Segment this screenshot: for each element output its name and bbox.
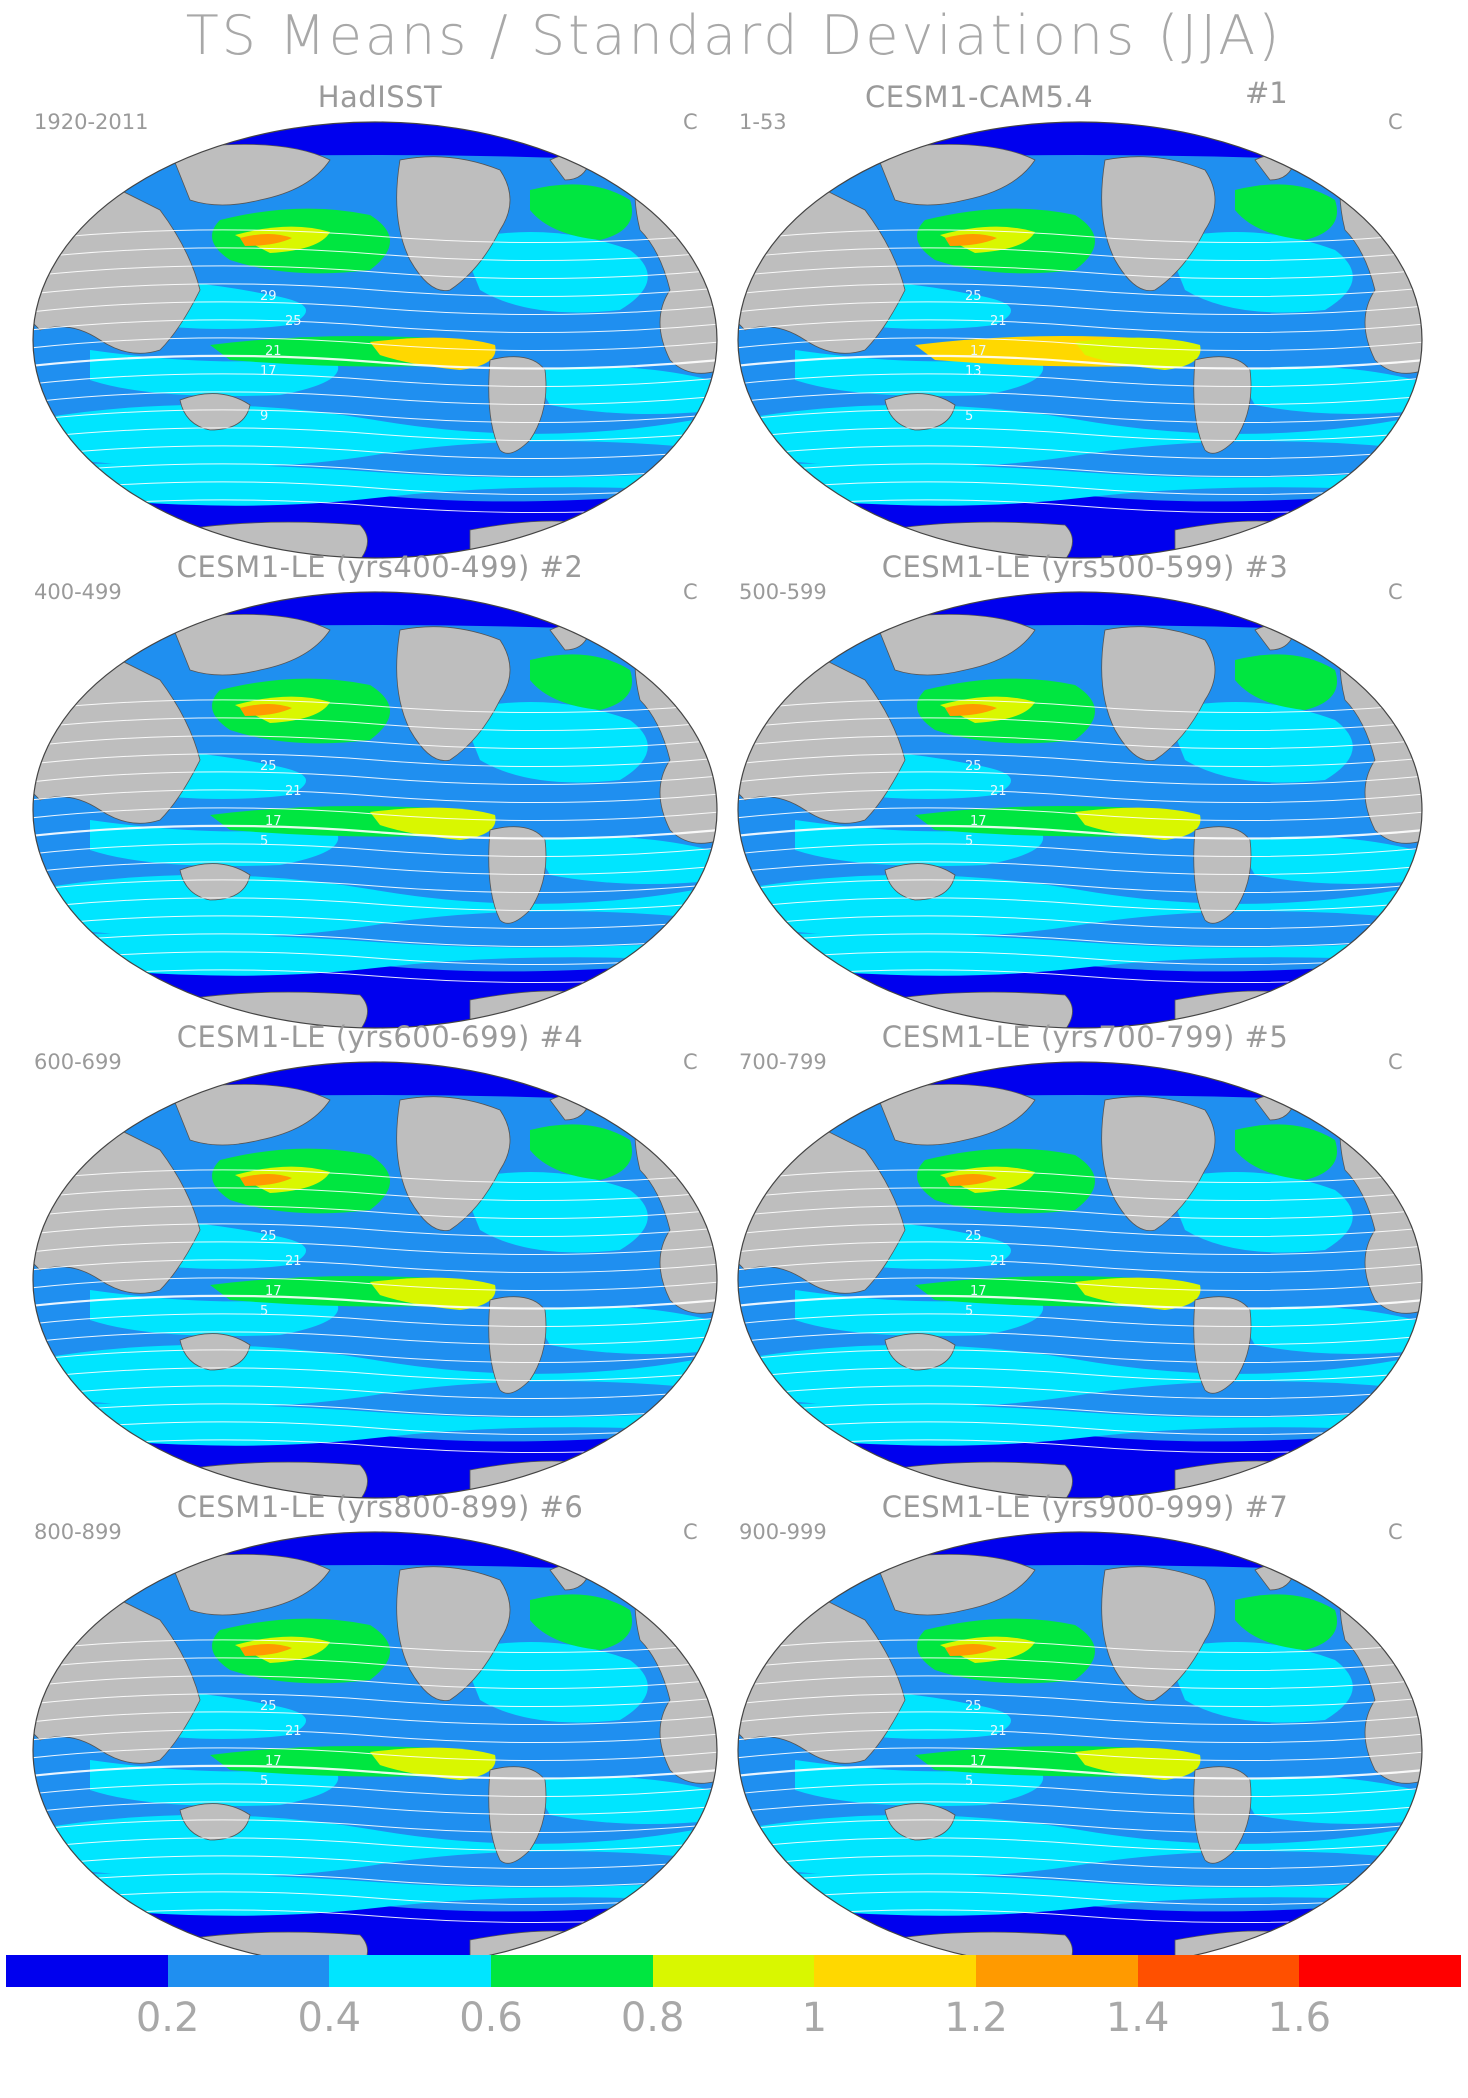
- contour-label: 25: [260, 1229, 277, 1244]
- panel-unit: C: [683, 1050, 698, 1074]
- colorbar-label: 1.4: [1105, 1995, 1170, 2041]
- panel-period: 800-899: [34, 1520, 122, 1544]
- panel-unit: C: [1388, 1050, 1403, 1074]
- map-panel: CESM1-LE (yrs700-799) #5 700-799 C 25 21 17 5: [735, 1020, 1435, 1500]
- contour-label: 25: [965, 759, 982, 774]
- contour-label: 17: [970, 1754, 987, 1769]
- contour-label: 17: [970, 344, 987, 359]
- panel-period: 600-699: [34, 1050, 122, 1074]
- colorbar-label: 0.8: [620, 1995, 685, 2041]
- panel-title: HadISST: [317, 80, 443, 114]
- contour-label: 13: [965, 364, 982, 379]
- map-panel: CESM1-LE (yrs600-699) #4 600-699 C 25 21 17 5: [30, 1020, 730, 1500]
- contour-label: 29: [260, 289, 277, 304]
- contour-label: 25: [965, 1229, 982, 1244]
- panel-title: CESM1-LE (yrs900-999) #7: [881, 1490, 1289, 1524]
- panel-unit: C: [683, 580, 698, 604]
- contour-label: 17: [265, 1284, 282, 1299]
- panel-period: 900-999: [739, 1520, 827, 1544]
- panel-title: CESM1-CAM5.4: [865, 80, 1094, 114]
- contour-label: 25: [965, 289, 982, 304]
- colorbar-segment: [167, 1955, 330, 1987]
- contour-label: 21: [285, 784, 302, 799]
- contour-label: 21: [990, 1254, 1007, 1269]
- contour-label: 5: [965, 1304, 973, 1319]
- panel-unit: C: [683, 110, 698, 134]
- colorbar-segment: [329, 1955, 491, 1987]
- panel-period: 1920-2011: [34, 110, 149, 134]
- panel-period: 500-599: [739, 580, 827, 604]
- colorbar-label: 0.6: [459, 1995, 523, 2041]
- map-panel: CESM1-LE (yrs400-499) #2 400-499 C 25 21 17 5: [30, 550, 730, 1030]
- contour-label: 17: [265, 814, 282, 829]
- contour-label: 5: [260, 1774, 268, 1789]
- contour-label: 21: [265, 344, 282, 359]
- contour-label: 17: [260, 364, 277, 379]
- colorbar-segment: [814, 1955, 976, 1987]
- contour-label: 9: [260, 409, 268, 424]
- contour-label: 25: [965, 1699, 982, 1714]
- contour-label: 5: [260, 1304, 268, 1319]
- panel-unit: C: [1388, 1520, 1403, 1544]
- contour-label: 5: [965, 834, 973, 849]
- contour-label: 21: [285, 1724, 302, 1739]
- contour-label: 25: [260, 759, 277, 774]
- colorbar-label: 0.2: [135, 1995, 200, 2041]
- contour-label: 5: [965, 1774, 973, 1789]
- colorbar-segment: [6, 1955, 168, 1987]
- colorbar-segment: [652, 1955, 815, 1987]
- colorbar-label: 0.4: [297, 1995, 362, 2041]
- panel-period: 1-53: [739, 110, 787, 134]
- colorbar-segment: [1137, 1955, 1300, 1987]
- panel-period: 400-499: [34, 580, 122, 604]
- colorbar-label: 1.6: [1267, 1995, 1332, 2041]
- contour-label: 17: [970, 814, 987, 829]
- panel-unit: C: [1388, 110, 1403, 134]
- colorbar-segment: [976, 1955, 1138, 1987]
- colorbar-label: 1.2: [944, 1995, 1008, 2041]
- colorbar-segment: [491, 1955, 653, 1987]
- contour-label: 17: [970, 1284, 987, 1299]
- panel-title: CESM1-LE (yrs400-499) #2: [176, 550, 584, 584]
- colorbar: [6, 1955, 1461, 1987]
- contour-label: 17: [265, 1754, 282, 1769]
- colorbar-label: 1: [801, 1995, 828, 2041]
- panel-title: CESM1-LE (yrs600-699) #4: [176, 1020, 584, 1054]
- contour-label: 5: [965, 409, 973, 424]
- panel-title: CESM1-LE (yrs700-799) #5: [881, 1020, 1289, 1054]
- panel-title: CESM1-LE (yrs800-899) #6: [176, 1490, 584, 1524]
- contour-label: 25: [285, 314, 302, 329]
- map-panel: CESM1-LE (yrs800-899) #6 800-899 C 25 21 17 5: [30, 1490, 730, 1970]
- map-panel: CESM1-LE (yrs500-599) #3 500-599 C 25 21 17 5: [735, 550, 1435, 1030]
- panel-number: #1: [1245, 76, 1288, 110]
- panel-unit: C: [683, 1520, 698, 1544]
- panel-title: CESM1-LE (yrs500-599) #3: [881, 550, 1289, 584]
- contour-label: 21: [990, 314, 1007, 329]
- contour-label: 21: [285, 1254, 302, 1269]
- figure-title: TS Means / Standard Deviations (JJA): [185, 4, 1283, 67]
- map-panel: CESM1-CAM5.4 #1 1-53 C 25 21 17 13 5: [735, 76, 1435, 560]
- colorbar-segment: [1299, 1955, 1461, 1987]
- contour-label: 21: [990, 1724, 1007, 1739]
- contour-label: 21: [990, 784, 1007, 799]
- map-panel: HadISST 1920-2011 C 29 25 21 17 9: [30, 80, 730, 560]
- contour-label: 25: [260, 1699, 277, 1714]
- panel-unit: C: [1388, 580, 1403, 604]
- map-panel: CESM1-LE (yrs900-999) #7 900-999 C 25 21 17 5: [735, 1490, 1435, 1970]
- contour-label: 5: [260, 834, 268, 849]
- panel-period: 700-799: [739, 1050, 827, 1074]
